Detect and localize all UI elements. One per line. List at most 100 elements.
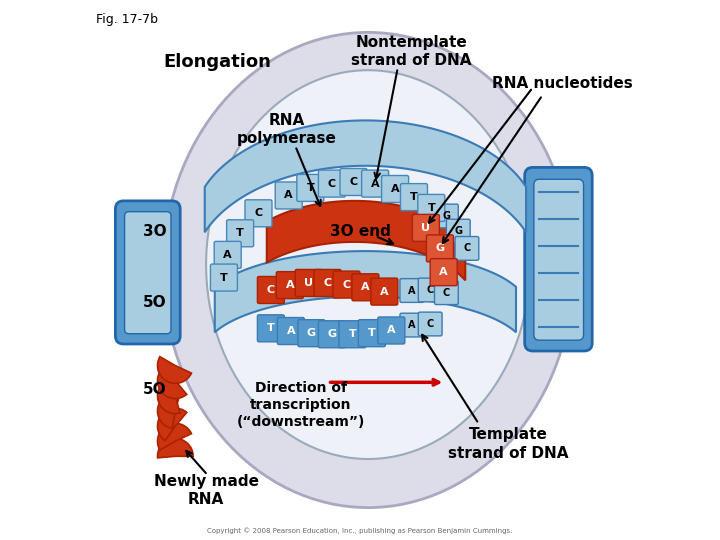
Text: 3O end: 3O end xyxy=(330,224,390,239)
FancyBboxPatch shape xyxy=(371,278,397,305)
Text: A: A xyxy=(287,326,295,336)
FancyBboxPatch shape xyxy=(115,201,180,344)
FancyBboxPatch shape xyxy=(258,315,284,342)
FancyBboxPatch shape xyxy=(314,269,341,296)
Wedge shape xyxy=(158,379,180,414)
FancyBboxPatch shape xyxy=(400,184,428,211)
FancyBboxPatch shape xyxy=(400,313,423,337)
Text: RNA nucleotides: RNA nucleotides xyxy=(492,76,633,91)
FancyBboxPatch shape xyxy=(295,269,323,296)
Ellipse shape xyxy=(163,32,573,508)
FancyBboxPatch shape xyxy=(318,170,346,197)
Text: A: A xyxy=(439,267,448,277)
FancyBboxPatch shape xyxy=(227,220,253,247)
Text: Newly made
RNA: Newly made RNA xyxy=(153,474,258,507)
Text: C: C xyxy=(426,319,434,329)
FancyBboxPatch shape xyxy=(426,235,454,262)
Text: A: A xyxy=(284,191,293,200)
FancyBboxPatch shape xyxy=(435,204,459,228)
Text: U: U xyxy=(421,223,431,233)
FancyBboxPatch shape xyxy=(339,321,366,348)
FancyBboxPatch shape xyxy=(525,167,593,351)
Text: RNA
polymerase: RNA polymerase xyxy=(237,113,337,146)
Text: 5O: 5O xyxy=(143,295,166,310)
Wedge shape xyxy=(158,438,193,458)
Text: C: C xyxy=(463,244,471,253)
Text: A: A xyxy=(223,250,232,260)
FancyBboxPatch shape xyxy=(297,174,324,201)
Text: T: T xyxy=(348,329,356,339)
Text: C: C xyxy=(443,288,450,298)
FancyBboxPatch shape xyxy=(359,320,385,347)
Text: U: U xyxy=(305,278,313,288)
Text: G: G xyxy=(442,211,451,221)
FancyBboxPatch shape xyxy=(534,179,583,340)
FancyBboxPatch shape xyxy=(258,276,284,303)
Text: G: G xyxy=(454,226,462,236)
Text: T: T xyxy=(220,273,228,282)
Text: A: A xyxy=(286,280,294,290)
Polygon shape xyxy=(215,251,516,332)
Wedge shape xyxy=(158,356,192,383)
Text: T: T xyxy=(410,192,418,202)
FancyBboxPatch shape xyxy=(418,278,442,302)
Text: C: C xyxy=(254,208,263,218)
FancyBboxPatch shape xyxy=(352,274,379,301)
Text: Nontemplate
strand of DNA: Nontemplate strand of DNA xyxy=(351,35,472,68)
Text: A: A xyxy=(371,179,379,188)
Text: G: G xyxy=(436,244,444,253)
FancyBboxPatch shape xyxy=(276,272,303,299)
Wedge shape xyxy=(158,423,192,450)
Text: Direction of
transcription
(“downstream”): Direction of transcription (“downstream”… xyxy=(236,381,365,429)
Text: A: A xyxy=(408,286,415,295)
Text: Fig. 17-7b: Fig. 17-7b xyxy=(96,14,158,26)
FancyBboxPatch shape xyxy=(418,194,445,221)
FancyBboxPatch shape xyxy=(125,212,171,334)
FancyBboxPatch shape xyxy=(400,279,423,302)
Text: 3O: 3O xyxy=(143,224,166,239)
Text: A: A xyxy=(408,320,415,330)
Ellipse shape xyxy=(206,70,530,459)
Text: T: T xyxy=(267,323,275,333)
Text: A: A xyxy=(380,287,389,296)
Text: A: A xyxy=(387,326,395,335)
Text: G: G xyxy=(328,329,336,339)
FancyBboxPatch shape xyxy=(333,271,360,298)
Wedge shape xyxy=(158,366,186,399)
FancyBboxPatch shape xyxy=(245,200,272,227)
Text: A: A xyxy=(391,184,400,194)
FancyBboxPatch shape xyxy=(298,320,325,347)
FancyBboxPatch shape xyxy=(277,318,305,345)
Text: 5O: 5O xyxy=(143,382,166,397)
FancyBboxPatch shape xyxy=(382,176,409,202)
Text: C: C xyxy=(343,280,351,289)
FancyBboxPatch shape xyxy=(431,259,457,286)
FancyBboxPatch shape xyxy=(275,182,302,209)
FancyBboxPatch shape xyxy=(413,214,439,241)
FancyBboxPatch shape xyxy=(455,237,479,260)
Text: C: C xyxy=(267,285,275,295)
FancyBboxPatch shape xyxy=(361,170,389,197)
Text: G: G xyxy=(307,328,316,338)
FancyBboxPatch shape xyxy=(210,264,238,291)
Text: Elongation: Elongation xyxy=(163,53,271,71)
Text: T: T xyxy=(236,228,244,238)
Wedge shape xyxy=(158,408,186,441)
Text: T: T xyxy=(307,183,314,193)
FancyBboxPatch shape xyxy=(215,241,241,268)
Wedge shape xyxy=(158,393,180,428)
FancyBboxPatch shape xyxy=(340,168,367,195)
FancyBboxPatch shape xyxy=(378,317,405,344)
FancyBboxPatch shape xyxy=(435,281,459,305)
Text: C: C xyxy=(349,177,358,187)
Text: C: C xyxy=(323,278,332,288)
Text: A: A xyxy=(361,282,369,292)
FancyBboxPatch shape xyxy=(446,219,470,243)
Polygon shape xyxy=(204,120,526,232)
FancyBboxPatch shape xyxy=(318,321,346,348)
Text: T: T xyxy=(368,328,376,338)
Text: T: T xyxy=(428,203,435,213)
Text: C: C xyxy=(328,179,336,188)
Text: Copyright © 2008 Pearson Education, Inc., publishing as Pearson Benjamin Cumming: Copyright © 2008 Pearson Education, Inc.… xyxy=(207,527,513,534)
Text: Template
strand of DNA: Template strand of DNA xyxy=(449,427,569,461)
